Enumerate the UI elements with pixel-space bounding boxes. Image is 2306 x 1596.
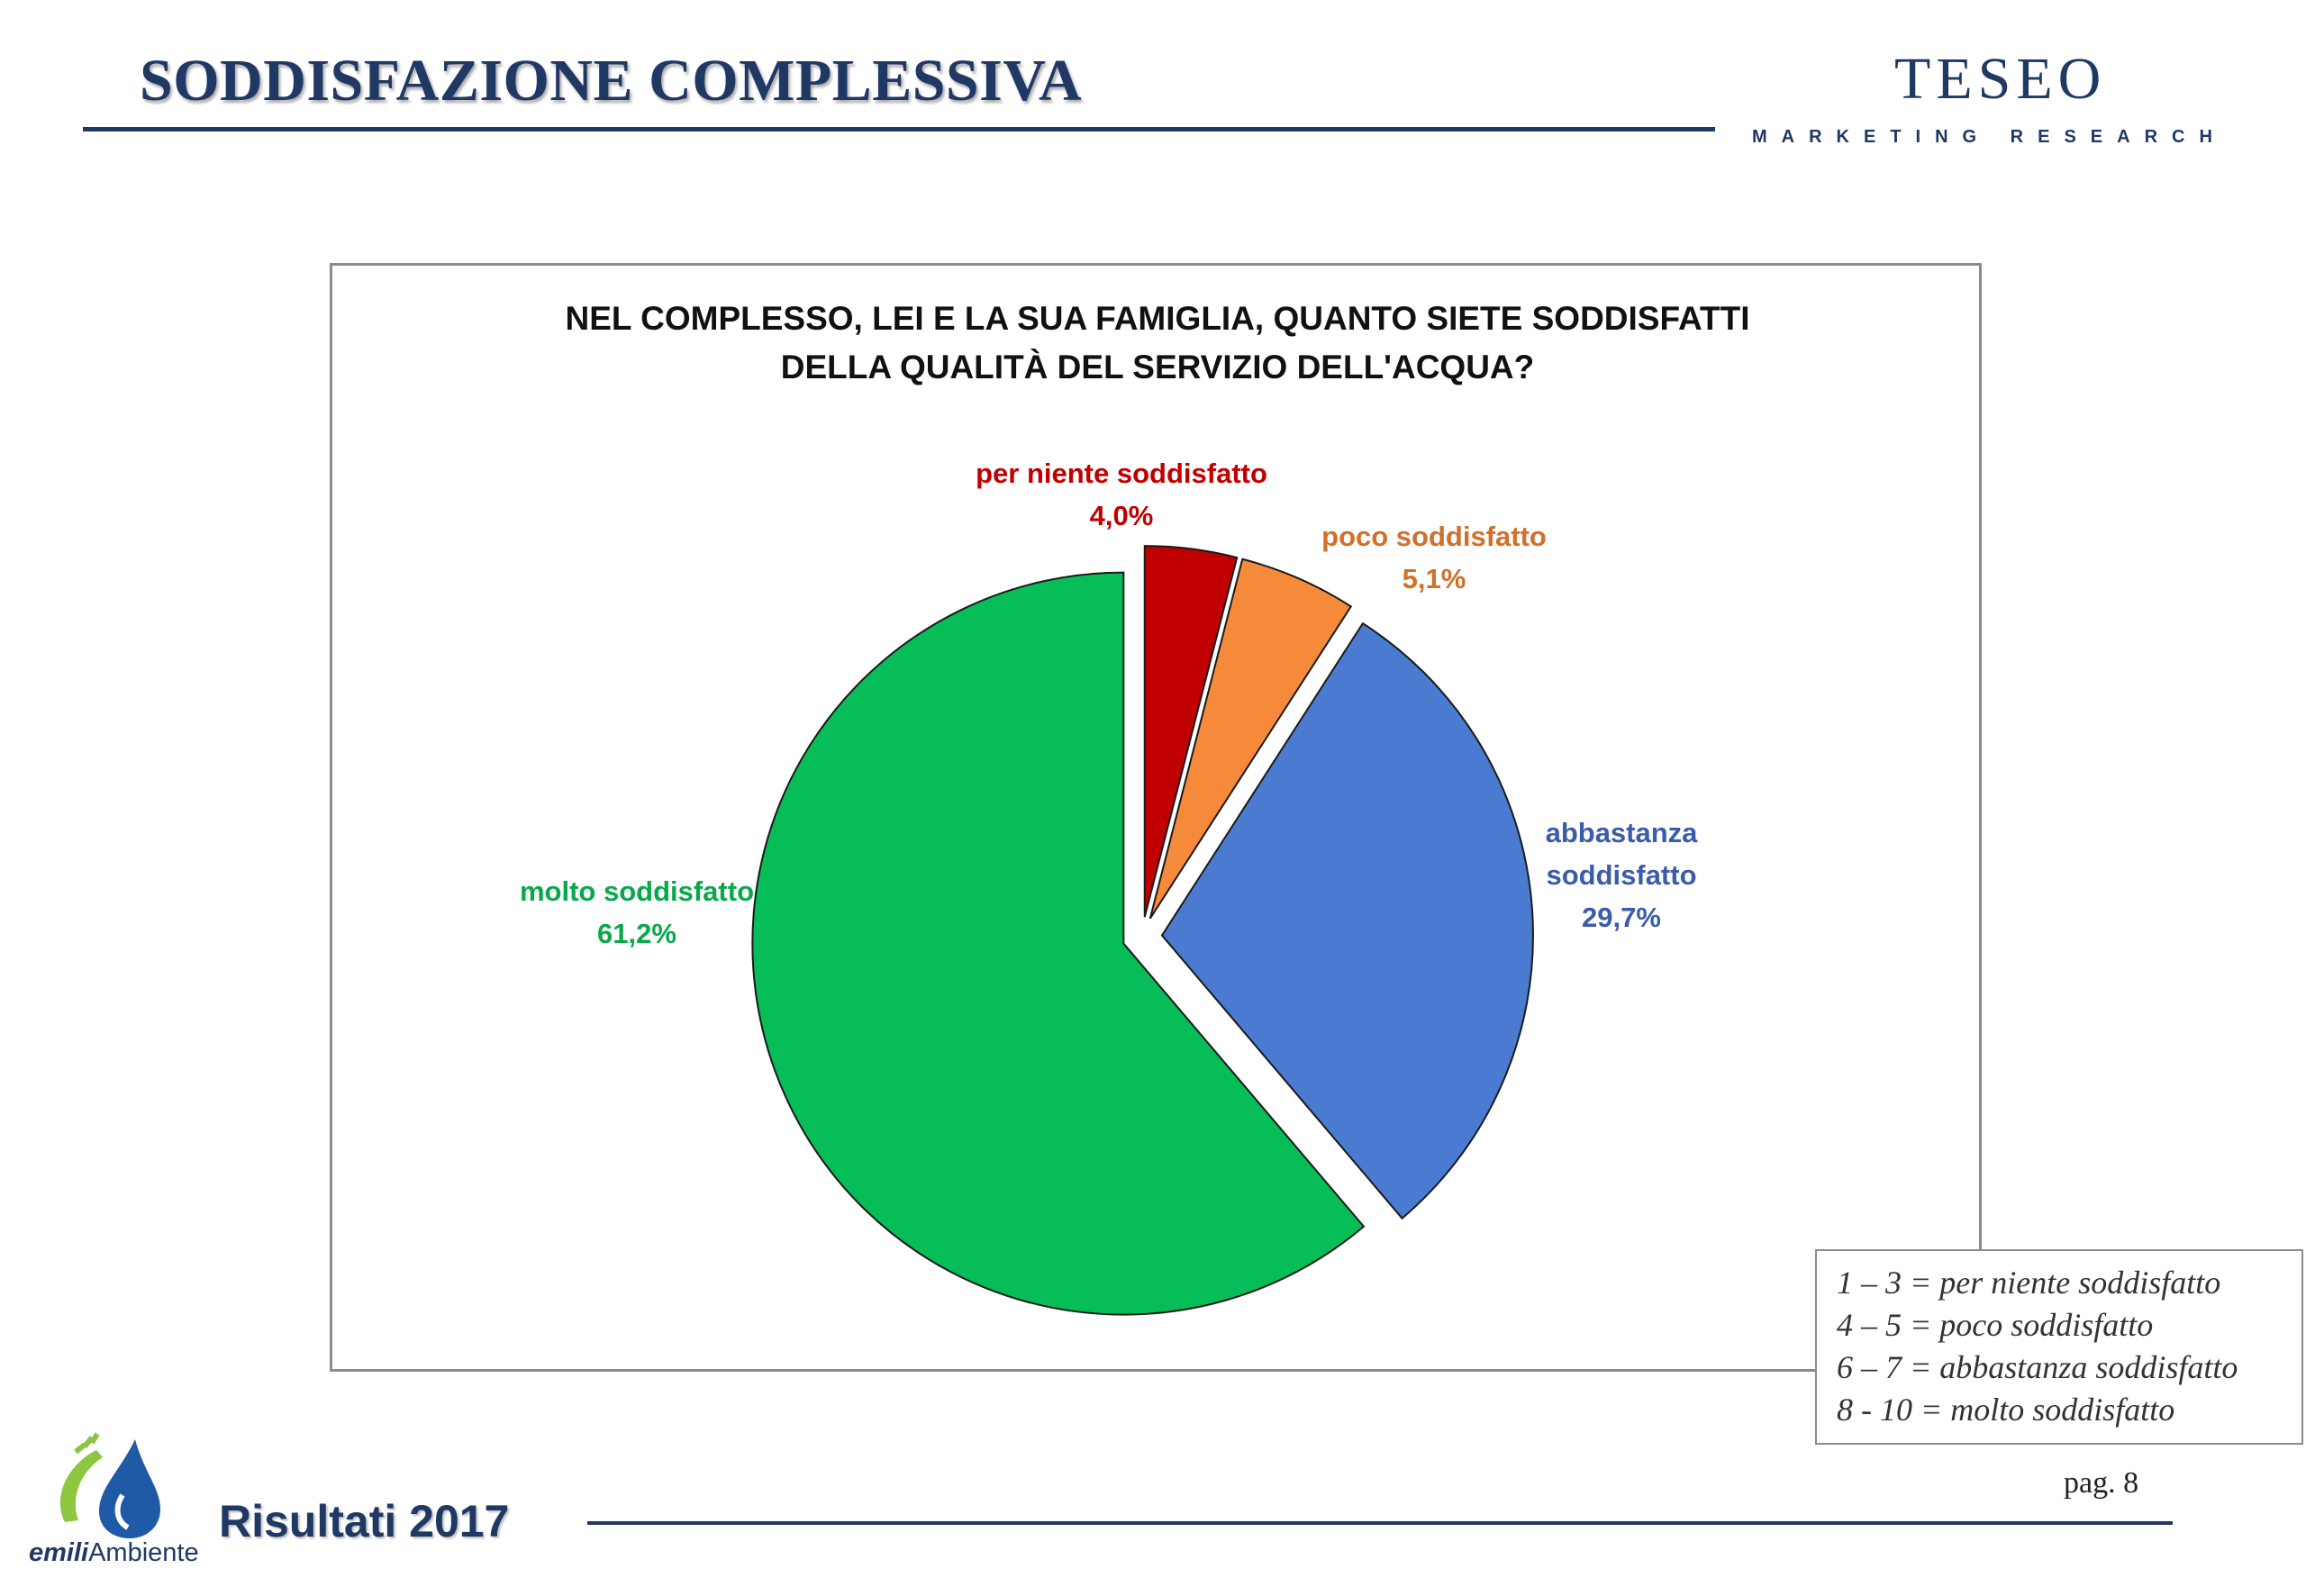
legend-line: 1 – 3 = per niente soddisfatto xyxy=(1837,1265,2221,1301)
logo-wordmark: emiliAmbiente xyxy=(29,1538,199,1567)
scale-legend: 1 – 3 = per niente soddisfatto 4 – 5 = p… xyxy=(1815,1249,2303,1445)
footer-title: Risultati 2017 xyxy=(219,1496,510,1546)
pie-slices xyxy=(751,545,1534,1316)
data-label-category: poco soddisfatto xyxy=(1321,521,1547,552)
pie-slice-abbastanza-soddisfatto xyxy=(1160,621,1534,1220)
data-label-value: 29,7% xyxy=(1582,902,1661,933)
chart-title-line-1: NEL COMPLESSO, LEI E LA SUA FAMIGLIA, QU… xyxy=(566,300,1750,337)
chart-title-line-2: DELLA QUALITÀ DEL SERVIZIO DELL'ACQUA? xyxy=(781,349,1535,385)
data-label-value: 5,1% xyxy=(1403,563,1466,594)
data-label-value: 4,0% xyxy=(1090,500,1154,531)
data-label-value: 61,2% xyxy=(597,918,676,949)
page-number: pag. 8 xyxy=(2064,1466,2139,1500)
brand-logo-name: TESEO xyxy=(1894,46,2107,112)
chart-frame xyxy=(330,263,1982,1372)
water-drop-icon xyxy=(59,1432,160,1538)
page-title: SODDISFAZIONE COMPLESSIVA xyxy=(140,48,1083,113)
legend-line: 6 – 7 = abbastanza soddisfatto xyxy=(1837,1349,2238,1385)
brand-logo-tagline: MARKETING RESEARCH xyxy=(1752,127,2227,147)
pie-labels: per niente soddisfatto 4,0% poco soddisfat… xyxy=(520,458,1698,949)
pie-slice-molto-soddisfatto xyxy=(751,571,1366,1316)
data-label-category: molto soddisfatto xyxy=(520,875,754,907)
data-label-category: soddisfatto xyxy=(1546,859,1696,891)
data-label-category: abbastanza xyxy=(1546,817,1699,848)
legend-line: 8 - 10 = molto soddisfatto xyxy=(1837,1392,2175,1428)
data-label-category: per niente soddisfatto xyxy=(976,458,1267,489)
title-divider xyxy=(83,127,1715,131)
legend-line: 4 – 5 = poco soddisfatto xyxy=(1837,1307,2154,1343)
pie-slice-poco-soddisfatto xyxy=(1148,558,1353,920)
footer-divider xyxy=(587,1521,2173,1525)
emiliambiente-logo: emiliAmbiente xyxy=(29,1432,209,1567)
pie-slice-per-niente-soddisfatto xyxy=(1143,545,1239,918)
